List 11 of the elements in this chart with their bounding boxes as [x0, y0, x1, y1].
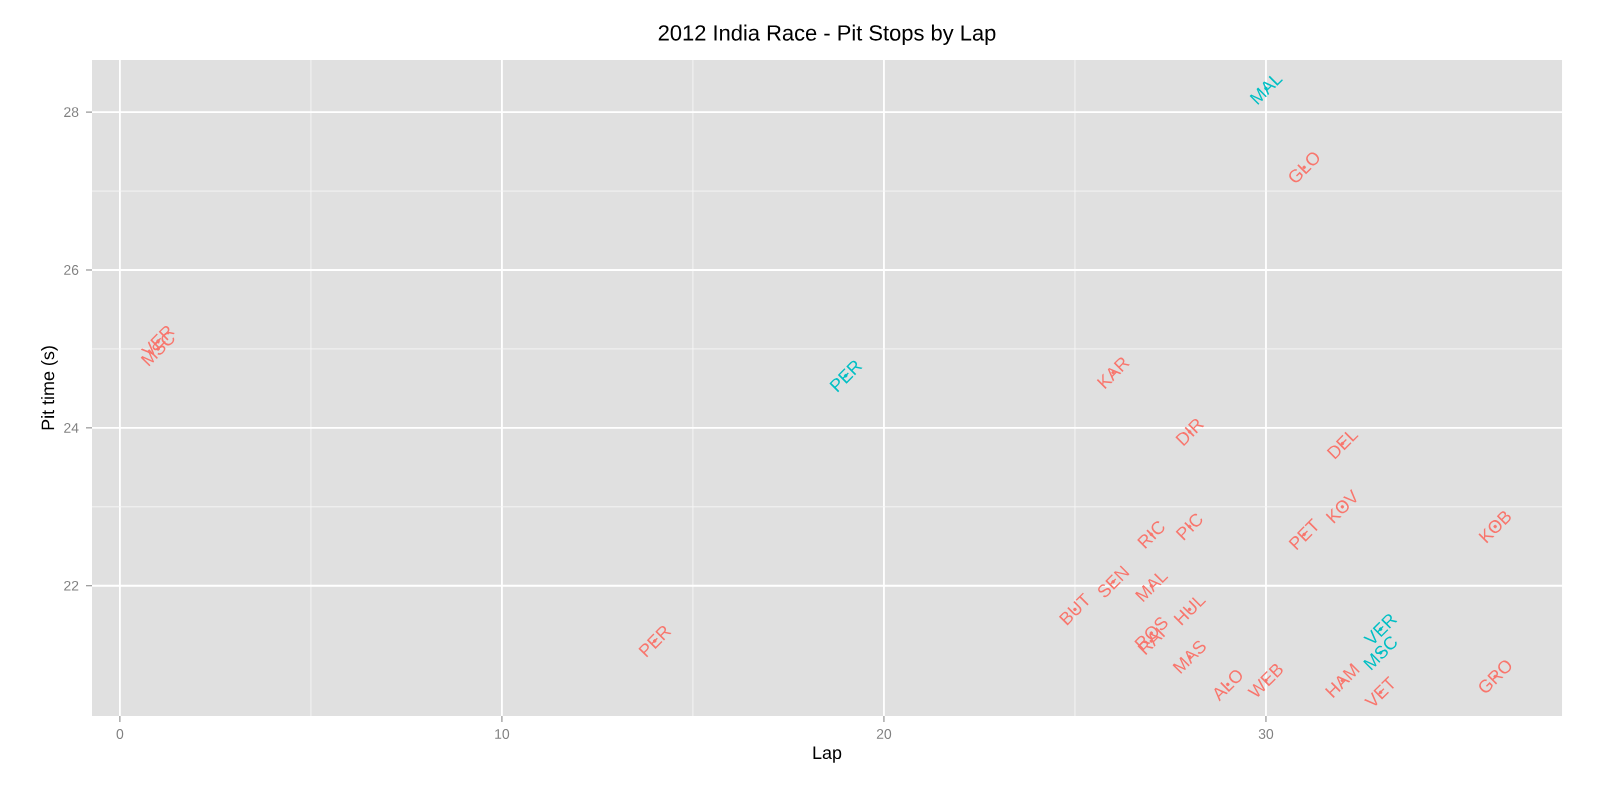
- data-label: VET: [1363, 675, 1394, 706]
- x-axis-title: Lap: [813, 746, 842, 763]
- data-label: HUL: [1173, 597, 1207, 626]
- chart-title: 2012 India Race - Pit Stops by Lap: [658, 24, 996, 45]
- data-label: RIC: [1137, 521, 1165, 549]
- data-label: MAL: [1135, 573, 1169, 603]
- y-axis-title: Pit time (s): [41, 346, 58, 430]
- data-label: MAL: [1249, 75, 1283, 105]
- data-label: DEL: [1326, 431, 1359, 460]
- data-label: DIR: [1175, 418, 1205, 447]
- data-label: PIC: [1175, 513, 1203, 541]
